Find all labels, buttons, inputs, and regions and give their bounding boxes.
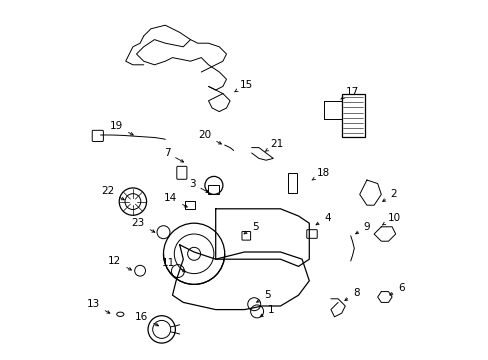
Text: 5: 5 xyxy=(256,290,271,302)
Text: 22: 22 xyxy=(101,186,124,200)
Text: 11: 11 xyxy=(162,258,185,272)
Text: 12: 12 xyxy=(108,256,131,270)
Text: 20: 20 xyxy=(198,130,221,144)
Text: 13: 13 xyxy=(86,299,110,313)
Text: 4: 4 xyxy=(315,213,330,225)
Text: 18: 18 xyxy=(311,168,330,180)
Text: 15: 15 xyxy=(234,80,252,92)
Text: 16: 16 xyxy=(135,312,158,326)
Text: 5: 5 xyxy=(244,222,258,234)
Text: 2: 2 xyxy=(382,189,396,202)
Text: 10: 10 xyxy=(382,213,400,225)
Text: 23: 23 xyxy=(131,218,155,232)
Text: 17: 17 xyxy=(340,87,358,99)
Text: 14: 14 xyxy=(164,193,187,207)
Text: 19: 19 xyxy=(110,121,133,135)
Text: 8: 8 xyxy=(344,288,359,301)
Text: 9: 9 xyxy=(355,222,369,234)
Text: 3: 3 xyxy=(188,179,208,193)
Bar xyxy=(341,94,365,137)
Text: 21: 21 xyxy=(264,139,283,151)
Text: 7: 7 xyxy=(163,148,183,162)
Text: 1: 1 xyxy=(260,305,274,317)
Text: 6: 6 xyxy=(389,283,404,295)
